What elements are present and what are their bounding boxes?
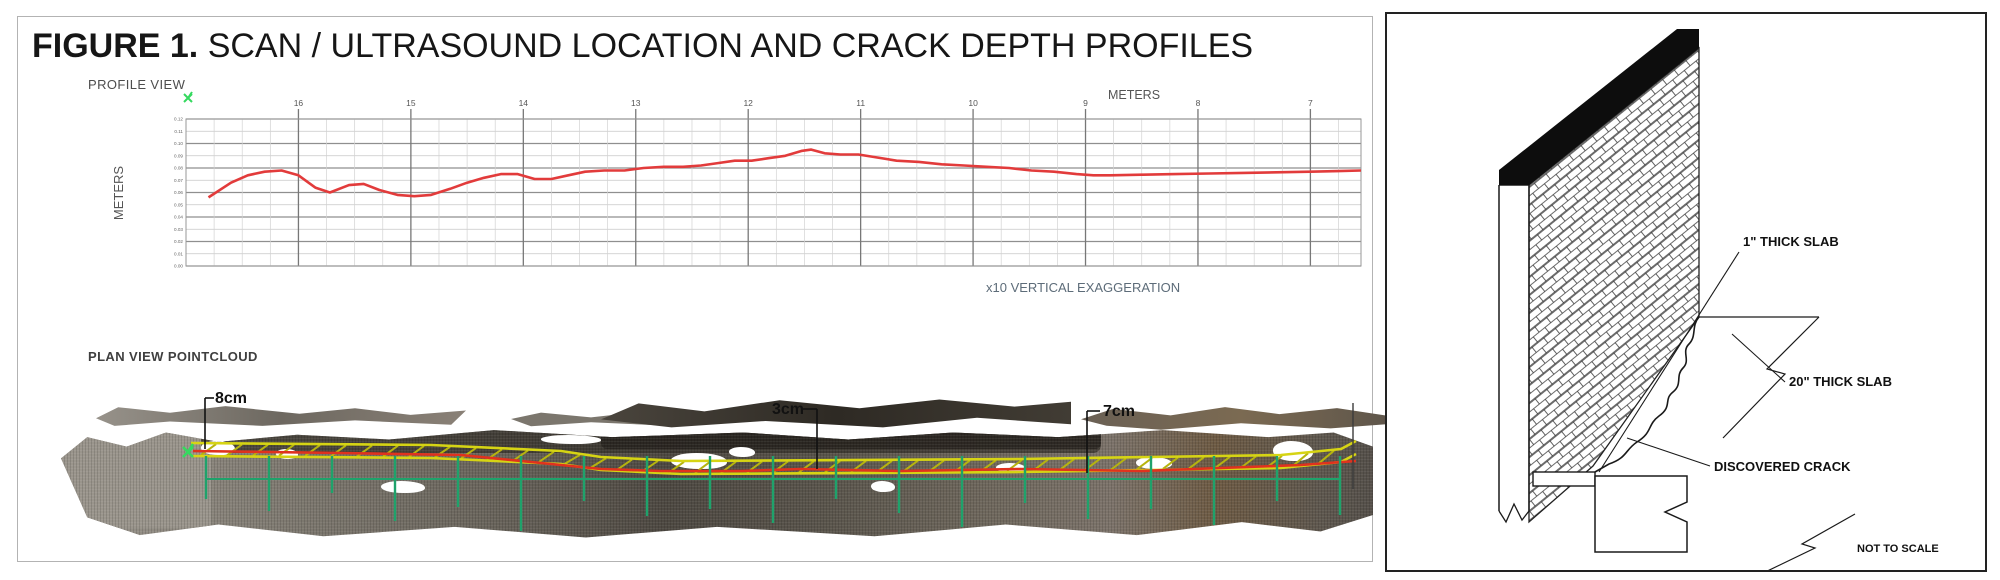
break-mark xyxy=(1498,502,1530,524)
scan-band-hatch xyxy=(200,443,217,456)
wall-face xyxy=(1528,46,1700,524)
y-tick-label: 0.12 xyxy=(174,117,183,122)
plan-crack-line xyxy=(192,449,1357,473)
scan-band-hatch xyxy=(1188,456,1205,470)
y-axis-title: METERS xyxy=(111,166,126,221)
slab-break-bolt xyxy=(1768,513,1856,570)
pointcloud-dark-band xyxy=(601,430,1101,449)
pointcloud-gap xyxy=(729,447,755,457)
scan-band-hatch xyxy=(304,444,321,457)
y-tick-label: 0.06 xyxy=(174,190,183,195)
y-tick-label: 0.03 xyxy=(174,227,183,232)
scan-band-hatch xyxy=(330,444,347,457)
y-tick-label: 0.07 xyxy=(174,178,183,183)
x-axis-title: METERS xyxy=(1108,89,1160,102)
slab-break-bolt xyxy=(1722,316,1820,439)
figure-title-text: SCAN / ULTRASOUND LOCATION AND CRACK DEP… xyxy=(198,27,1254,65)
scan-band-hatch xyxy=(564,453,581,465)
y-tick-label: 0.02 xyxy=(174,239,183,244)
scan-band-hatch xyxy=(1292,452,1309,467)
y-tick-label: 0.00 xyxy=(174,264,183,269)
figure-title: FIGURE 1. SCAN / ULTRASOUND LOCATION AND… xyxy=(32,27,1253,66)
x-tick-label: 14 xyxy=(519,98,529,108)
scan-band-hatch xyxy=(590,457,607,469)
crack-depth-profile-line xyxy=(207,148,1362,199)
y-tick-label: 0.10 xyxy=(174,141,183,146)
crack-label: DISCOVERED CRACK xyxy=(1714,459,1851,474)
scale-note: NOT TO SCALE xyxy=(1857,543,1939,555)
y-tick-label: 0.04 xyxy=(174,215,183,220)
wall-side-face xyxy=(1498,184,1530,511)
scan-band-hatch xyxy=(616,458,633,471)
pointcloud-fragment xyxy=(96,406,466,426)
scan-band-hatch xyxy=(1110,457,1127,471)
detail-panel: 1" THICK SLAB 20" THICK SLAB DISCOVERED CR… xyxy=(1385,12,1987,572)
x-tick-label: 11 xyxy=(856,98,865,108)
scan-band-hatch xyxy=(1240,455,1257,469)
thin-slab xyxy=(1532,471,1596,487)
scan-band-hatch xyxy=(1214,455,1231,469)
dimension-label: 7cm xyxy=(1103,403,1135,420)
scan-band-top xyxy=(190,439,1357,463)
slab1-label: 1" THICK SLAB xyxy=(1743,234,1839,249)
x-tick-label: 10 xyxy=(968,98,978,108)
x-tick-label: 8 xyxy=(1196,98,1201,108)
scan-band-hatch xyxy=(1136,457,1153,471)
x-tick-label: 15 xyxy=(406,98,416,108)
leader-line xyxy=(1626,437,1711,467)
leader-line xyxy=(1731,333,1786,383)
y-tick-label: 0.08 xyxy=(174,166,183,171)
pointcloud-gap xyxy=(381,481,425,493)
y-tick-label: 0.11 xyxy=(174,129,183,134)
x-tick-label: 12 xyxy=(743,98,753,108)
x-tick-label: 7 xyxy=(1308,98,1313,108)
figure-panel: FIGURE 1. SCAN / ULTRASOUND LOCATION AND… xyxy=(17,16,1401,562)
plan-view-overlay: 8cm 3cm 7cm xyxy=(182,390,1357,531)
scan-band-hatch xyxy=(538,450,555,463)
wall-cap xyxy=(1499,29,1699,185)
profile-chart: 0.12 0.11 0.10 0.09 0.08 0.07 0.06 0.05 0.04 0.03… xyxy=(111,89,1362,295)
y-tick-label: 0.01 xyxy=(174,251,183,256)
slab20-label: 20" THICK SLAB xyxy=(1789,374,1892,389)
scan-band-hatch xyxy=(226,443,243,457)
dimension-label: 8cm xyxy=(215,390,247,407)
scan-band-hatch xyxy=(798,460,815,474)
vertical-exaggeration-note: x10 VERTICAL EXAGGERATION xyxy=(986,280,1180,295)
plan-view-area: 8cm 3cm 7cm xyxy=(41,381,1401,566)
pointcloud-gap xyxy=(1136,457,1172,469)
pointcloud-gap xyxy=(541,435,601,444)
discovered-crack-line xyxy=(1594,316,1700,473)
y-tick-label: 0.09 xyxy=(174,153,183,158)
pointcloud-gap xyxy=(871,481,895,492)
thick-slab-block xyxy=(1594,475,1688,553)
dimension-label: 3cm xyxy=(772,401,804,418)
scan-band-hatch xyxy=(1162,456,1179,470)
leader-line xyxy=(1598,251,1740,473)
x-tick-label: 16 xyxy=(294,98,304,108)
pointcloud-texture xyxy=(61,430,1373,538)
x-tick-label: 9 xyxy=(1083,98,1088,108)
scan-band-hatch xyxy=(278,444,295,457)
scan-band-hatch xyxy=(512,449,529,462)
plan-view-label: PLAN VIEW POINTCLOUD xyxy=(88,349,258,364)
pointcloud-gap xyxy=(276,449,298,459)
green-x-marker xyxy=(182,443,195,458)
figure-number: FIGURE 1. xyxy=(32,27,199,65)
scan-band-hatch xyxy=(460,447,477,460)
detail-diagram: 1" THICK SLAB 20" THICK SLAB DISCOVERED CR… xyxy=(1498,29,1939,570)
scan-band-hatch xyxy=(1318,449,1335,464)
green-x-marker xyxy=(183,91,193,103)
y-tick-label: 0.05 xyxy=(174,202,183,207)
plot-border xyxy=(185,118,1362,267)
profile-view-label: PROFILE VIEW xyxy=(88,77,186,92)
scan-band-hatch xyxy=(252,443,269,457)
x-tick-label: 13 xyxy=(631,98,641,108)
